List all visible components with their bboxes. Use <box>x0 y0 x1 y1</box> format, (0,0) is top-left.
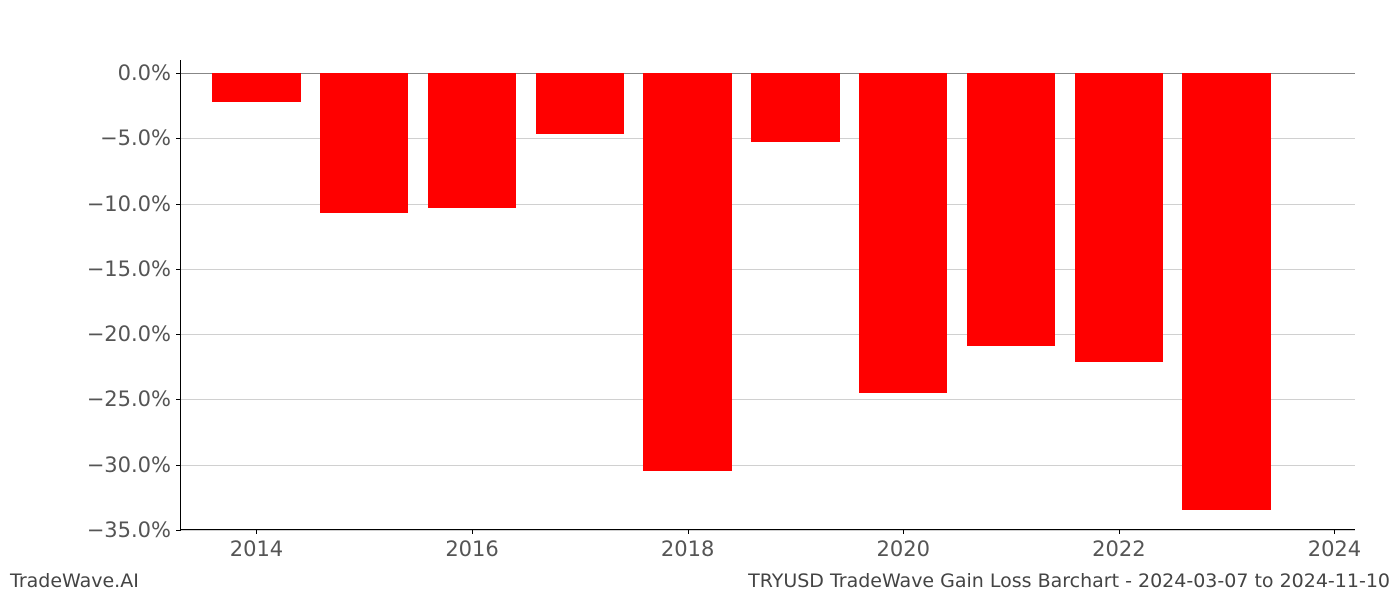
footer-brand: TradeWave.AI <box>10 570 139 592</box>
ytick-mark <box>176 334 181 335</box>
ytick-label: 0.0% <box>118 61 171 85</box>
ytick-label: −35.0% <box>87 518 171 542</box>
bar <box>428 73 516 207</box>
bar <box>859 73 947 393</box>
ytick-mark <box>176 530 181 531</box>
ytick-mark <box>176 138 181 139</box>
ytick-label: −5.0% <box>100 126 171 150</box>
xtick-mark <box>1119 529 1120 534</box>
xtick-mark <box>1334 529 1335 534</box>
xtick-label: 2024 <box>1308 537 1361 561</box>
chart-plot-area: 0.0%−5.0%−10.0%−15.0%−20.0%−25.0%−30.0%−… <box>180 60 1355 530</box>
xtick-mark <box>688 529 689 534</box>
ytick-label: −20.0% <box>87 322 171 346</box>
ytick-mark <box>176 204 181 205</box>
gridline <box>181 465 1355 466</box>
bar <box>320 73 408 213</box>
xtick-mark <box>472 529 473 534</box>
ytick-label: −15.0% <box>87 257 171 281</box>
bar <box>1075 73 1163 362</box>
bar <box>212 73 300 102</box>
xtick-label: 2020 <box>877 537 930 561</box>
gridline <box>181 530 1355 531</box>
xtick-label: 2014 <box>230 537 283 561</box>
footer-caption: TRYUSD TradeWave Gain Loss Barchart - 20… <box>748 570 1390 592</box>
gridline <box>181 269 1355 270</box>
bar <box>1182 73 1270 510</box>
bar <box>643 73 731 471</box>
xtick-mark <box>256 529 257 534</box>
bar <box>751 73 839 142</box>
ytick-mark <box>176 269 181 270</box>
ytick-label: −25.0% <box>87 387 171 411</box>
ytick-label: −30.0% <box>87 453 171 477</box>
bar <box>536 73 624 134</box>
gridline <box>181 399 1355 400</box>
ytick-mark <box>176 399 181 400</box>
ytick-mark <box>176 465 181 466</box>
xtick-label: 2018 <box>661 537 714 561</box>
ytick-label: −10.0% <box>87 192 171 216</box>
xtick-label: 2022 <box>1092 537 1145 561</box>
gridline <box>181 334 1355 335</box>
xtick-label: 2016 <box>445 537 498 561</box>
plot-region: 0.0%−5.0%−10.0%−15.0%−20.0%−25.0%−30.0%−… <box>180 60 1355 530</box>
bar <box>967 73 1055 346</box>
xtick-mark <box>903 529 904 534</box>
